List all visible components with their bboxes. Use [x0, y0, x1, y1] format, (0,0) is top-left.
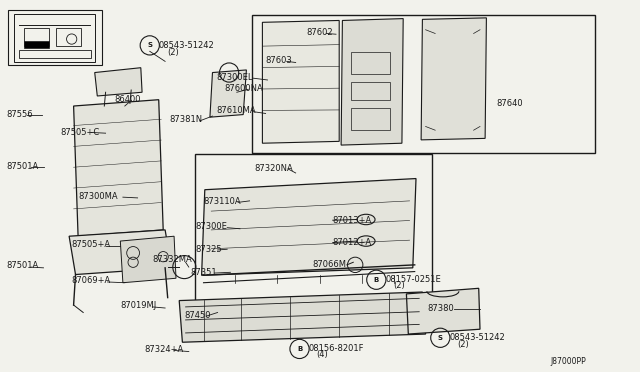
- Text: 87556: 87556: [6, 110, 33, 119]
- Polygon shape: [95, 68, 142, 96]
- Polygon shape: [210, 70, 246, 117]
- Text: (2): (2): [168, 48, 179, 57]
- Text: (4): (4): [316, 350, 328, 359]
- Text: B: B: [297, 346, 302, 352]
- Polygon shape: [120, 236, 176, 283]
- Text: 08543-51242: 08543-51242: [159, 41, 214, 50]
- Polygon shape: [202, 179, 416, 275]
- Text: 87332MA: 87332MA: [152, 255, 192, 264]
- Polygon shape: [262, 20, 339, 143]
- Text: 873110A: 873110A: [204, 197, 241, 206]
- Text: 87610MA: 87610MA: [216, 106, 256, 115]
- Bar: [8, 10, 102, 65]
- Text: 87351: 87351: [191, 268, 218, 277]
- Polygon shape: [421, 18, 486, 140]
- Text: 87501A: 87501A: [6, 162, 38, 171]
- Text: 87013+A: 87013+A: [333, 216, 372, 225]
- Bar: [252, 15, 595, 153]
- Text: 87381N: 87381N: [170, 115, 203, 124]
- Bar: [351, 108, 390, 130]
- Text: (2): (2): [458, 340, 469, 349]
- Text: 87325: 87325: [195, 245, 222, 254]
- Text: 87600NA: 87600NA: [224, 84, 263, 93]
- Text: 87069+A: 87069+A: [72, 276, 111, 285]
- Text: 87019MJ: 87019MJ: [120, 301, 157, 310]
- Text: 87300EL: 87300EL: [216, 73, 253, 82]
- Text: 08543-51242: 08543-51242: [449, 333, 505, 342]
- Polygon shape: [179, 292, 426, 342]
- Text: 87300E: 87300E: [195, 222, 227, 231]
- Polygon shape: [406, 288, 480, 334]
- Text: 87603: 87603: [266, 56, 292, 65]
- Bar: [56, 28, 81, 46]
- Text: 87602: 87602: [306, 28, 333, 37]
- Text: 87066M: 87066M: [312, 260, 346, 269]
- Text: J87000PP: J87000PP: [550, 357, 586, 366]
- Polygon shape: [74, 100, 163, 236]
- Polygon shape: [69, 230, 172, 275]
- Bar: [351, 52, 390, 74]
- Text: 08156-8201F: 08156-8201F: [308, 344, 364, 353]
- Text: 87505+C: 87505+C: [61, 128, 100, 137]
- Text: 87300MA: 87300MA: [78, 192, 118, 201]
- Bar: [24, 41, 49, 48]
- Ellipse shape: [357, 236, 375, 246]
- Text: S: S: [438, 335, 443, 341]
- Text: 87012+A: 87012+A: [333, 238, 372, 247]
- Polygon shape: [341, 19, 403, 145]
- Ellipse shape: [357, 214, 375, 225]
- Text: 87501A: 87501A: [6, 262, 38, 270]
- Bar: [24, 28, 49, 46]
- Bar: [195, 154, 432, 301]
- Text: 87320NA: 87320NA: [255, 164, 294, 173]
- Text: B: B: [374, 277, 379, 283]
- Text: (2): (2): [393, 281, 404, 290]
- Text: 87505+A: 87505+A: [72, 240, 111, 249]
- Text: 86400: 86400: [114, 95, 140, 104]
- Text: 87380: 87380: [428, 304, 454, 312]
- Text: 87640: 87640: [496, 99, 523, 108]
- Text: S: S: [147, 42, 152, 48]
- Text: 08157-0251E: 08157-0251E: [385, 275, 441, 283]
- Bar: [351, 82, 390, 100]
- Text: 87324+A: 87324+A: [144, 345, 183, 354]
- Text: 87450: 87450: [184, 311, 211, 320]
- Bar: [19, 50, 91, 58]
